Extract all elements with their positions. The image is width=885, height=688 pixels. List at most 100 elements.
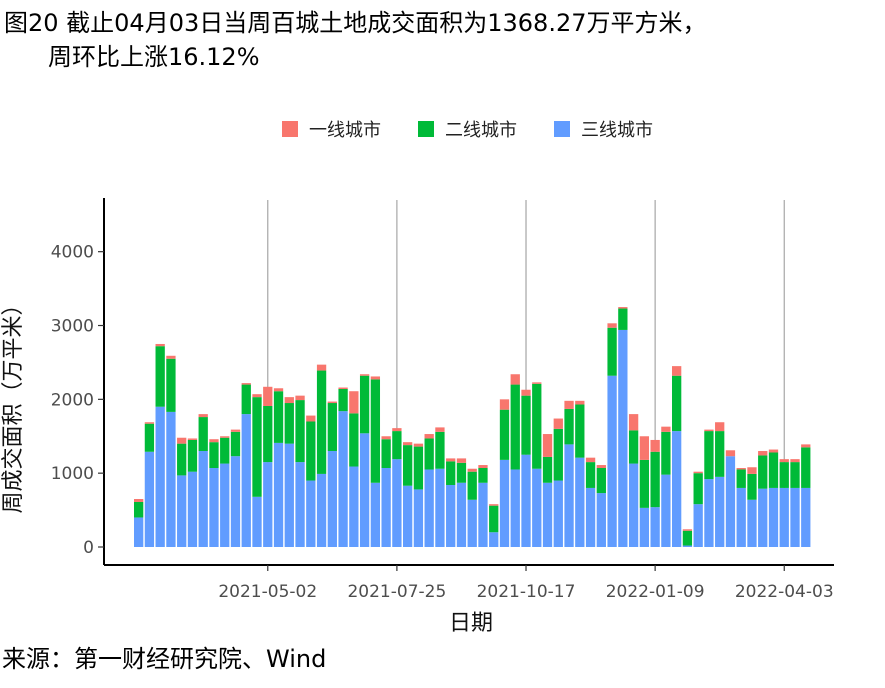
bar-segment <box>295 400 305 463</box>
bar-segment <box>359 433 370 547</box>
bar-segment <box>607 323 617 328</box>
bar-segment <box>542 434 553 457</box>
bar-segment <box>349 466 359 547</box>
bar-segment <box>177 443 187 476</box>
bar-segment <box>618 308 628 330</box>
bar-segment <box>349 391 359 414</box>
bar-segment <box>327 403 337 452</box>
bar-segment <box>144 423 155 452</box>
bar-segment <box>628 463 639 547</box>
bar-segment <box>553 418 563 429</box>
bar-segment <box>338 389 348 412</box>
bar-segment <box>725 456 736 547</box>
bar-segment <box>768 452 779 488</box>
bar-segment <box>381 436 391 440</box>
bar-segment <box>198 417 208 452</box>
x-tick-label: 2022-04-03 <box>735 582 834 602</box>
y-tick-label: 3000 <box>51 317 94 337</box>
bar-segment <box>801 444 811 448</box>
source-note: 来源：第一财经研究院、Wind <box>2 645 327 673</box>
bar-segment <box>521 395 531 455</box>
bar-segment <box>628 414 639 431</box>
bar-segment <box>596 468 606 494</box>
bar-segment <box>424 434 434 439</box>
bar-segment <box>220 437 230 464</box>
bar-segment <box>230 456 241 547</box>
bar-segment <box>187 438 198 440</box>
bar-segment <box>370 376 381 380</box>
bar-segment <box>564 400 574 409</box>
bar-segment <box>672 366 682 376</box>
axes: 0 1000 2000 3000 4000 2021-05-02 2021-07-25 202… <box>1 198 834 636</box>
bar-segment <box>198 451 208 547</box>
bar-segment <box>499 399 510 410</box>
bar-segment <box>607 375 617 547</box>
bar-segment <box>370 482 381 547</box>
bar-segment <box>790 459 800 463</box>
bar-segment <box>542 482 553 547</box>
bar-segment <box>467 471 477 500</box>
bar-segment <box>510 469 520 547</box>
bar-segment <box>704 429 714 432</box>
bar-segment <box>327 401 337 404</box>
bar-segment <box>166 411 176 547</box>
bar-segment <box>273 442 284 547</box>
bar-segment <box>316 473 327 547</box>
bar-segment <box>639 459 650 508</box>
bar-segment <box>134 499 144 502</box>
bar-segment <box>467 499 477 547</box>
bar-segment <box>564 444 574 547</box>
y-tick-label: 1000 <box>51 464 94 484</box>
bar-segment <box>263 386 273 406</box>
bar-segment <box>758 451 768 456</box>
bar-segment <box>187 439 198 472</box>
bar-segment <box>672 375 682 432</box>
bar-segment <box>446 461 456 485</box>
bar-segment <box>403 445 413 486</box>
bar-segment <box>532 382 542 384</box>
stacked-bar-chart: 一线城市 二线城市 三线城市 0 1000 2000 3000 4000 2021-05-02… <box>1 120 834 636</box>
bar-segment <box>715 422 725 432</box>
bar-segment <box>693 504 703 547</box>
bar-segment <box>650 507 660 547</box>
bar-segment <box>499 459 510 547</box>
bar-segment <box>381 439 391 468</box>
bar-segment <box>768 487 779 547</box>
bar-segment <box>532 383 542 469</box>
bar-segment <box>359 375 370 434</box>
bar-segment <box>241 414 251 547</box>
bar-segment <box>144 451 155 547</box>
bar-segment <box>564 408 574 445</box>
chart-title-line2: 周环比上涨16.12% <box>48 43 260 71</box>
bar-segment <box>553 480 563 547</box>
bar-segment <box>596 493 606 547</box>
bar-segment <box>542 456 553 483</box>
chart-title: 图20 截止04月03日当周百城土地成交面积为1368.27万平方米， 周环比上… <box>4 6 707 74</box>
bar-segment <box>155 346 165 407</box>
bar-segment <box>499 409 510 460</box>
bar-segment <box>779 459 789 463</box>
bar-segment <box>553 428 563 481</box>
bar-segment <box>672 431 682 547</box>
bar-segment <box>284 403 294 444</box>
x-tick-label: 2021-10-17 <box>477 582 576 602</box>
bar-segment <box>747 499 757 547</box>
bar-segment <box>478 465 488 468</box>
bar-segment <box>575 400 585 405</box>
bar-segment <box>736 468 746 470</box>
bar-segment <box>456 482 467 547</box>
bar-segment <box>177 437 187 444</box>
bar-segment <box>435 431 445 469</box>
bar-segment <box>306 415 316 422</box>
bar-segment <box>263 462 273 547</box>
legend-swatch <box>418 121 434 137</box>
bar-segment <box>758 455 768 489</box>
bar-segment <box>381 468 391 547</box>
bar-segment <box>413 443 424 447</box>
bar-segment <box>801 487 811 547</box>
bar-segment <box>424 438 434 470</box>
bar-segment <box>284 443 294 547</box>
bar-segment <box>316 364 327 371</box>
bar-segment <box>607 327 617 376</box>
bar-segment <box>682 530 693 546</box>
